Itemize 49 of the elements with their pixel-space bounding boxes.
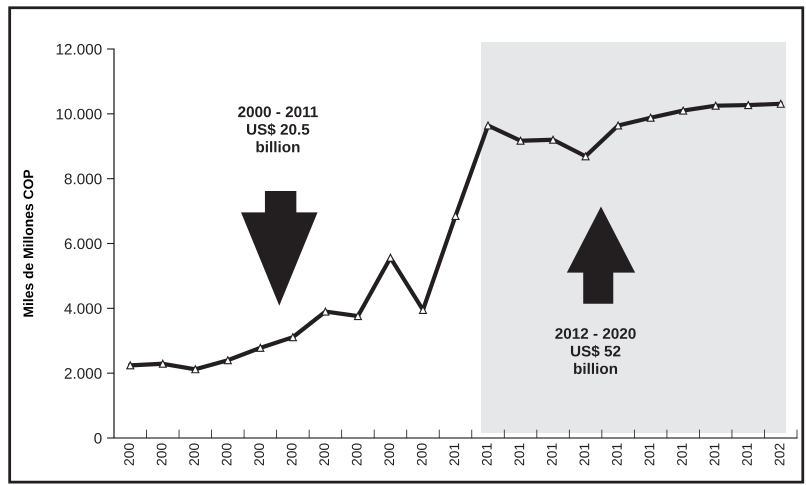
- x-tick-label: 201: [612, 444, 622, 466]
- point: [516, 136, 525, 145]
- x-tick-label: 200: [189, 443, 200, 466]
- x-tick-label: 200: [319, 443, 330, 466]
- y-tick-label: 6.000: [64, 238, 102, 250]
- point: [158, 360, 167, 368]
- point: [256, 344, 264, 352]
- x-tick-label: 201: [546, 444, 557, 466]
- y-tick-label: 10.000: [56, 108, 102, 120]
- x-tick-label: 201: [742, 444, 752, 466]
- line-series: [126, 100, 785, 374]
- y-tick-label: 12.000: [56, 44, 102, 55]
- x-tick-label: 201: [482, 444, 492, 466]
- x-tick-label: 200: [352, 443, 362, 466]
- point: [386, 254, 394, 262]
- x-tick-label: 201: [677, 444, 687, 466]
- point: [288, 333, 297, 342]
- x-tick-label: 200: [124, 443, 134, 466]
- x-tick-label: 201: [514, 444, 524, 466]
- x-tick-label: 200: [286, 443, 297, 466]
- x-tick-label: 200: [254, 443, 264, 466]
- point: [191, 365, 200, 374]
- x-tick-label: 200: [416, 443, 427, 466]
- point: [354, 312, 362, 320]
- annotation: 2012 - 2020 US$ 52 billion: [555, 328, 636, 374]
- x-tick-label: 200: [222, 443, 232, 466]
- point: [744, 101, 752, 110]
- annotation: 2000 - 2011 US$ 20.5 billion: [238, 106, 318, 152]
- point: [646, 114, 655, 122]
- y-axis-title: Miles de Millones COP: [23, 170, 34, 317]
- y-tick-label: 0: [94, 432, 102, 444]
- y-tick-label: 2.000: [64, 368, 102, 379]
- x-tick-label: 201: [579, 444, 590, 466]
- y-tick-label: 4.000: [64, 303, 102, 314]
- x-tick-label: 201: [710, 444, 720, 466]
- point: [126, 361, 134, 370]
- x-tick-label: 202: [774, 444, 784, 466]
- point: [679, 106, 688, 115]
- point: [582, 152, 590, 160]
- point: [776, 100, 785, 108]
- x-tick-label: 201: [449, 444, 460, 466]
- x-tick-label: 200: [156, 443, 167, 466]
- point: [712, 102, 720, 110]
- y-tick-label: 8.000: [64, 174, 102, 184]
- point: [549, 136, 558, 144]
- x-tick-label: 200: [384, 443, 394, 466]
- point: [224, 356, 232, 364]
- point: [484, 121, 492, 130]
- x-tick-label: 201: [644, 444, 654, 466]
